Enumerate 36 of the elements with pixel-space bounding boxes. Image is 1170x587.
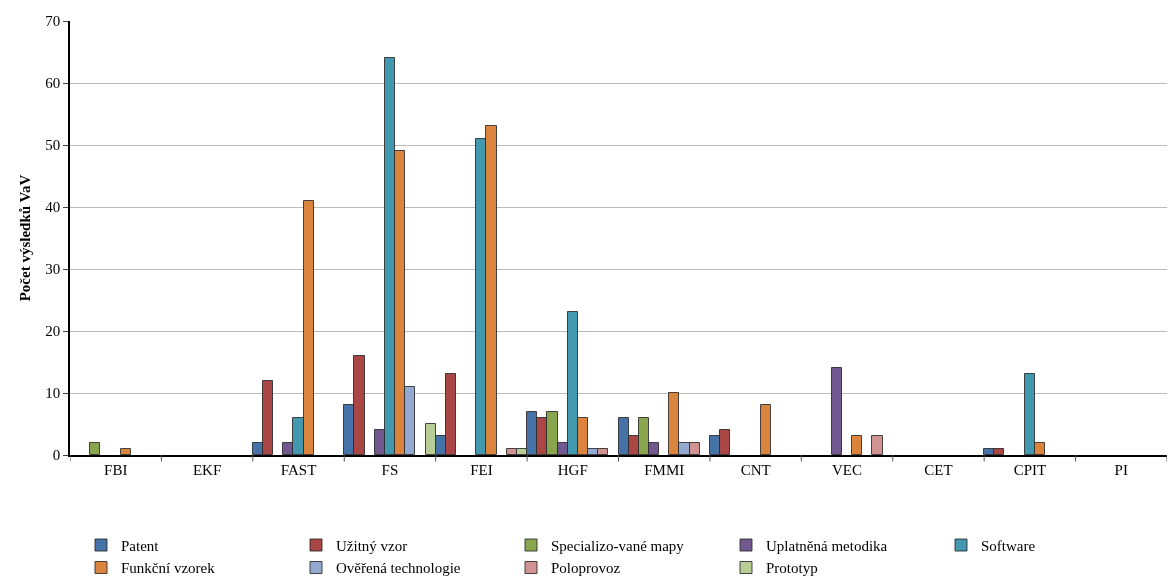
bar (120, 448, 131, 455)
x-tick-label: EKF (192, 461, 222, 478)
legend-label: Ověřená technologie (336, 560, 461, 577)
legend-label: Užitný vzor (336, 537, 408, 554)
legend-label: Uplatněná metodika (766, 537, 888, 554)
bar (871, 435, 883, 455)
y-tick-label: 30 (45, 261, 61, 278)
x-tick-label: HGF (557, 461, 588, 478)
legend-label: Funkční vzorek (121, 560, 216, 577)
bar (760, 404, 771, 455)
x-tick-label: VEC (832, 461, 863, 478)
x-tick-label: CNT (740, 461, 771, 478)
legend-label: Prototyp (766, 560, 818, 577)
x-tick-label: FEI (470, 461, 493, 478)
x-tick-label: FBI (104, 461, 128, 478)
legend-label: Software (981, 537, 1036, 554)
y-axis-title: Počet výsledků VaV (16, 174, 33, 302)
legend-label: Specializo-vané mapy (551, 537, 685, 554)
y-tick-label: 60 (45, 75, 61, 92)
y-tick-label: 50 (45, 137, 61, 154)
x-tick-label: CPIT (1013, 461, 1047, 478)
x-tick-label: FS (381, 461, 399, 478)
y-tick-label: 0 (52, 447, 61, 464)
legend-label: Patent (121, 537, 160, 554)
x-tick-label: CET (924, 461, 953, 478)
y-tick-label: 20 (45, 323, 61, 340)
bar (89, 442, 100, 455)
bar (851, 435, 862, 455)
bar (831, 367, 842, 455)
legend-label: Poloprovoz (551, 560, 621, 577)
x-tick-label: FMMI (644, 461, 685, 478)
y-tick-label: 40 (45, 199, 61, 216)
x-tick-label: FAST (280, 461, 317, 478)
x-tick-label: PI (1114, 461, 1128, 478)
y-tick-label: 70 (45, 13, 61, 30)
y-tick-label: 10 (45, 385, 61, 402)
